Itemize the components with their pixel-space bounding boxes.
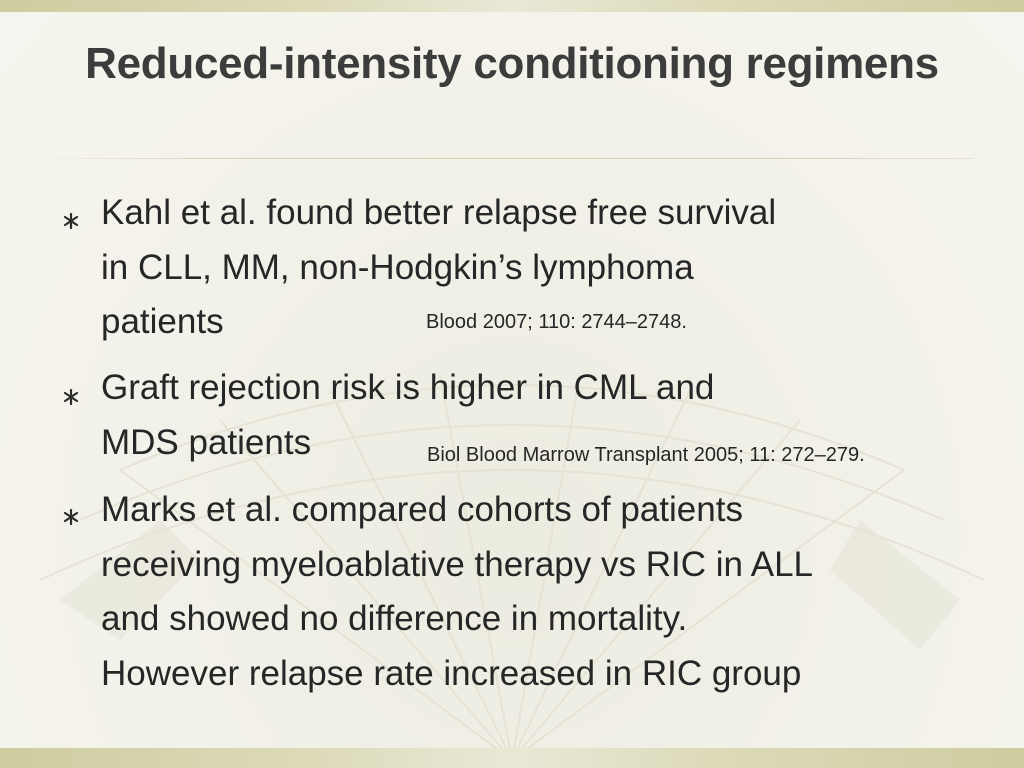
bullet-3-line-3: and showed no difference in mortality. [101, 599, 688, 638]
bullet-1-line-2: in CLL, MM, non-Hodgkin’s lymphoma [101, 247, 694, 287]
slide-title: Reduced-intensity conditioning regimens [85, 39, 939, 88]
bullet-2-text: Graft rejection risk is higher in CML an… [101, 361, 714, 470]
citation-2: Biol Blood Marrow Transplant 2005; 11: 2… [427, 444, 865, 466]
citation-1: Blood 2007; 110: 2744–2748. [426, 311, 687, 333]
bullet-3-line-4: However relapse rate increased in RIC gr… [101, 653, 802, 693]
top-decor-band [0, 0, 1024, 12]
bullet-1-line-1: Kahl et al. found better relapse free su… [101, 193, 777, 232]
bullet-3-text: Marks et al. compared cohorts of patient… [101, 483, 813, 701]
bullet-2-line-2: MDS patients [101, 422, 312, 462]
bullet-2-line-1: Graft rejection risk is higher in CML an… [101, 368, 715, 407]
bottom-decor-band [0, 748, 1024, 768]
bullet-1-text: Kahl et al. found better relapse free su… [101, 186, 776, 350]
bullet-1-line-3: patients [101, 302, 224, 341]
asterisk-bullet-icon [62, 212, 80, 230]
asterisk-bullet-icon [62, 388, 80, 406]
bullet-3-line-2: receiving myeloablative therapy vs RIC i… [101, 544, 814, 584]
asterisk-bullet-icon [62, 508, 80, 526]
bullet-3-line-1: Marks et al. compared cohorts of patient… [101, 490, 743, 529]
title-divider [30, 158, 974, 159]
